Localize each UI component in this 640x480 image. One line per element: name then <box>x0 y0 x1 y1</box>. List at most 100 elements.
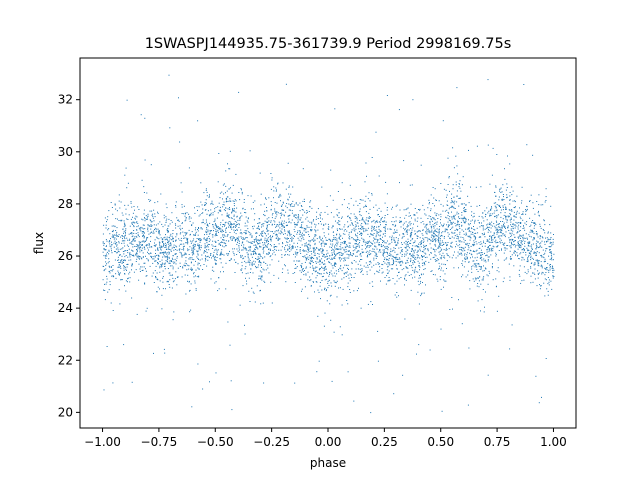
data-point <box>498 206 500 207</box>
data-point <box>387 240 388 242</box>
data-point <box>233 208 235 210</box>
data-point <box>478 248 480 249</box>
data-point <box>333 216 335 218</box>
data-point <box>269 264 271 266</box>
data-point <box>198 247 200 249</box>
data-point <box>509 213 511 215</box>
data-point <box>159 230 160 232</box>
data-point <box>297 204 299 206</box>
data-point <box>236 224 238 226</box>
data-point <box>204 245 206 247</box>
data-point <box>500 191 502 193</box>
data-point <box>361 233 363 235</box>
data-point <box>183 264 185 266</box>
data-point <box>488 238 490 240</box>
data-point <box>311 253 313 255</box>
data-point <box>314 234 316 236</box>
data-point <box>194 244 196 246</box>
data-point <box>404 277 405 279</box>
data-point <box>313 250 315 252</box>
data-point <box>225 228 227 229</box>
data-point <box>270 238 272 240</box>
data-point <box>539 223 541 225</box>
data-point <box>146 218 148 220</box>
data-point <box>480 254 482 256</box>
data-point <box>378 244 380 246</box>
data-point <box>315 262 317 264</box>
data-point <box>304 211 306 213</box>
data-point <box>399 262 401 264</box>
data-point <box>383 220 385 222</box>
data-point <box>261 275 263 277</box>
data-point <box>264 210 266 212</box>
data-point <box>379 235 381 237</box>
data-point <box>346 300 348 301</box>
data-point <box>124 266 126 268</box>
data-point <box>355 200 357 202</box>
data-point <box>390 255 392 257</box>
data-point <box>485 259 486 261</box>
data-point <box>131 222 133 224</box>
data-point <box>240 232 242 233</box>
data-point <box>236 216 238 218</box>
data-point <box>228 260 230 261</box>
data-point <box>216 225 218 227</box>
data-point <box>233 237 235 239</box>
data-point <box>211 202 213 204</box>
data-point <box>168 240 170 242</box>
data-point <box>146 192 148 194</box>
data-point <box>425 225 427 227</box>
data-point <box>334 275 336 277</box>
data-point <box>163 243 165 244</box>
data-point <box>220 258 222 260</box>
data-point <box>214 262 216 264</box>
data-point <box>111 225 113 227</box>
data-point <box>474 220 476 222</box>
data-point <box>469 280 471 282</box>
data-point <box>417 235 419 237</box>
data-point <box>155 244 157 246</box>
data-point <box>359 210 361 212</box>
data-point <box>422 234 424 236</box>
data-point <box>220 210 222 212</box>
data-point <box>273 186 275 188</box>
data-point <box>408 247 410 249</box>
data-point <box>487 231 489 233</box>
data-point <box>349 184 351 186</box>
data-point <box>393 247 395 249</box>
data-point <box>231 239 233 241</box>
data-point <box>417 251 419 252</box>
data-point <box>345 251 347 253</box>
data-point <box>227 201 229 202</box>
data-point <box>382 264 384 266</box>
data-point <box>441 410 443 412</box>
data-point <box>232 248 234 250</box>
data-point <box>143 192 145 193</box>
data-point <box>349 218 351 220</box>
data-point <box>104 217 106 219</box>
data-point <box>495 207 497 209</box>
data-point <box>544 258 546 260</box>
data-point <box>483 260 485 262</box>
data-point <box>394 294 396 296</box>
data-point <box>468 229 470 231</box>
data-point <box>458 186 460 188</box>
data-point <box>253 225 255 227</box>
data-point <box>358 250 360 252</box>
data-point <box>144 241 146 242</box>
data-point <box>110 302 112 304</box>
data-point <box>442 242 444 243</box>
data-point <box>550 252 552 254</box>
data-point <box>509 257 511 259</box>
data-point <box>411 184 413 186</box>
data-point <box>547 263 549 265</box>
data-point <box>239 232 241 234</box>
data-point <box>142 219 144 221</box>
data-point <box>374 245 376 247</box>
data-point <box>319 268 321 270</box>
data-point <box>201 258 203 260</box>
data-point <box>405 251 407 253</box>
data-point <box>497 229 498 231</box>
data-point <box>348 269 349 270</box>
data-point <box>456 234 458 236</box>
